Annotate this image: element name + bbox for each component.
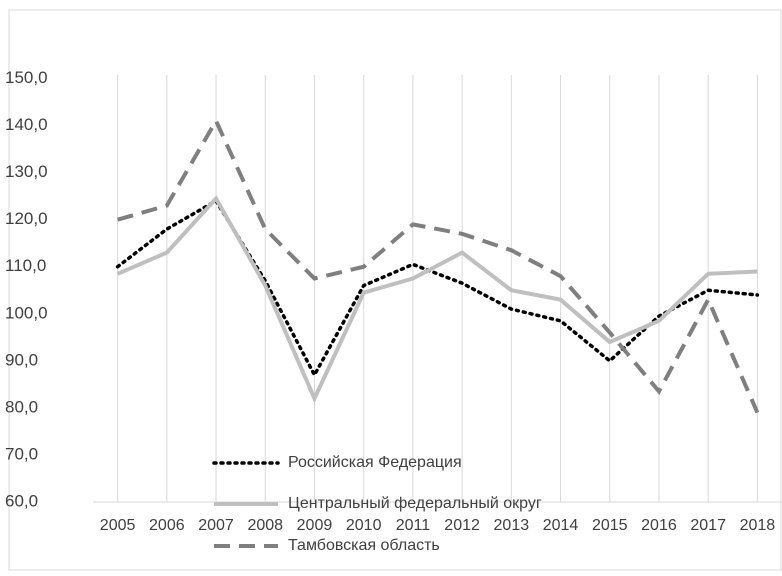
y-tick-label: 60,0 <box>5 491 38 510</box>
x-tick-label: 2005 <box>100 517 136 534</box>
y-tick-label: 150,0 <box>5 68 48 87</box>
x-tick-label: 2016 <box>641 517 677 534</box>
y-tick-label: 90,0 <box>5 350 38 369</box>
plot-area: 60,0 70,0 80,0 90,0 100,0 110,0 120,0 130,0 140,… <box>5 68 782 534</box>
legend-label: Тамбовская область <box>288 537 440 554</box>
y-tick-label: 130,0 <box>5 162 48 181</box>
x-tick-label: 2009 <box>297 517 333 534</box>
y-tick-label: 80,0 <box>5 397 38 416</box>
x-tick-label: 2012 <box>444 517 480 534</box>
chart-border <box>8 9 782 571</box>
x-tick-label: 2008 <box>247 517 283 534</box>
x-tick-label: 2011 <box>396 517 431 534</box>
x-tick-label: 2006 <box>149 517 185 534</box>
x-tick-label: 2013 <box>494 517 530 534</box>
legend-label: Центральный федеральный округ <box>288 495 542 512</box>
legend: Российская Федерация Центральный федераль… <box>212 454 542 554</box>
series-line <box>116 195 758 404</box>
x-tick-label: 2014 <box>543 517 579 534</box>
series-line <box>117 116 760 414</box>
y-tick-label: 140,0 <box>5 115 48 134</box>
x-tick-label: 2015 <box>592 517 628 534</box>
y-tick-label: 120,0 <box>5 209 48 228</box>
y-tick-label: 100,0 <box>5 303 48 322</box>
y-tick-label: 110,0 <box>5 256 46 275</box>
y-tick-label: 70,0 <box>5 444 38 463</box>
x-tick-label: 2017 <box>690 517 726 534</box>
x-tick-label: 2007 <box>198 517 234 534</box>
x-tick-label: 2018 <box>740 517 776 534</box>
legend-label: Российская Федерация <box>288 454 462 471</box>
x-tick-label: 2010 <box>346 517 382 534</box>
